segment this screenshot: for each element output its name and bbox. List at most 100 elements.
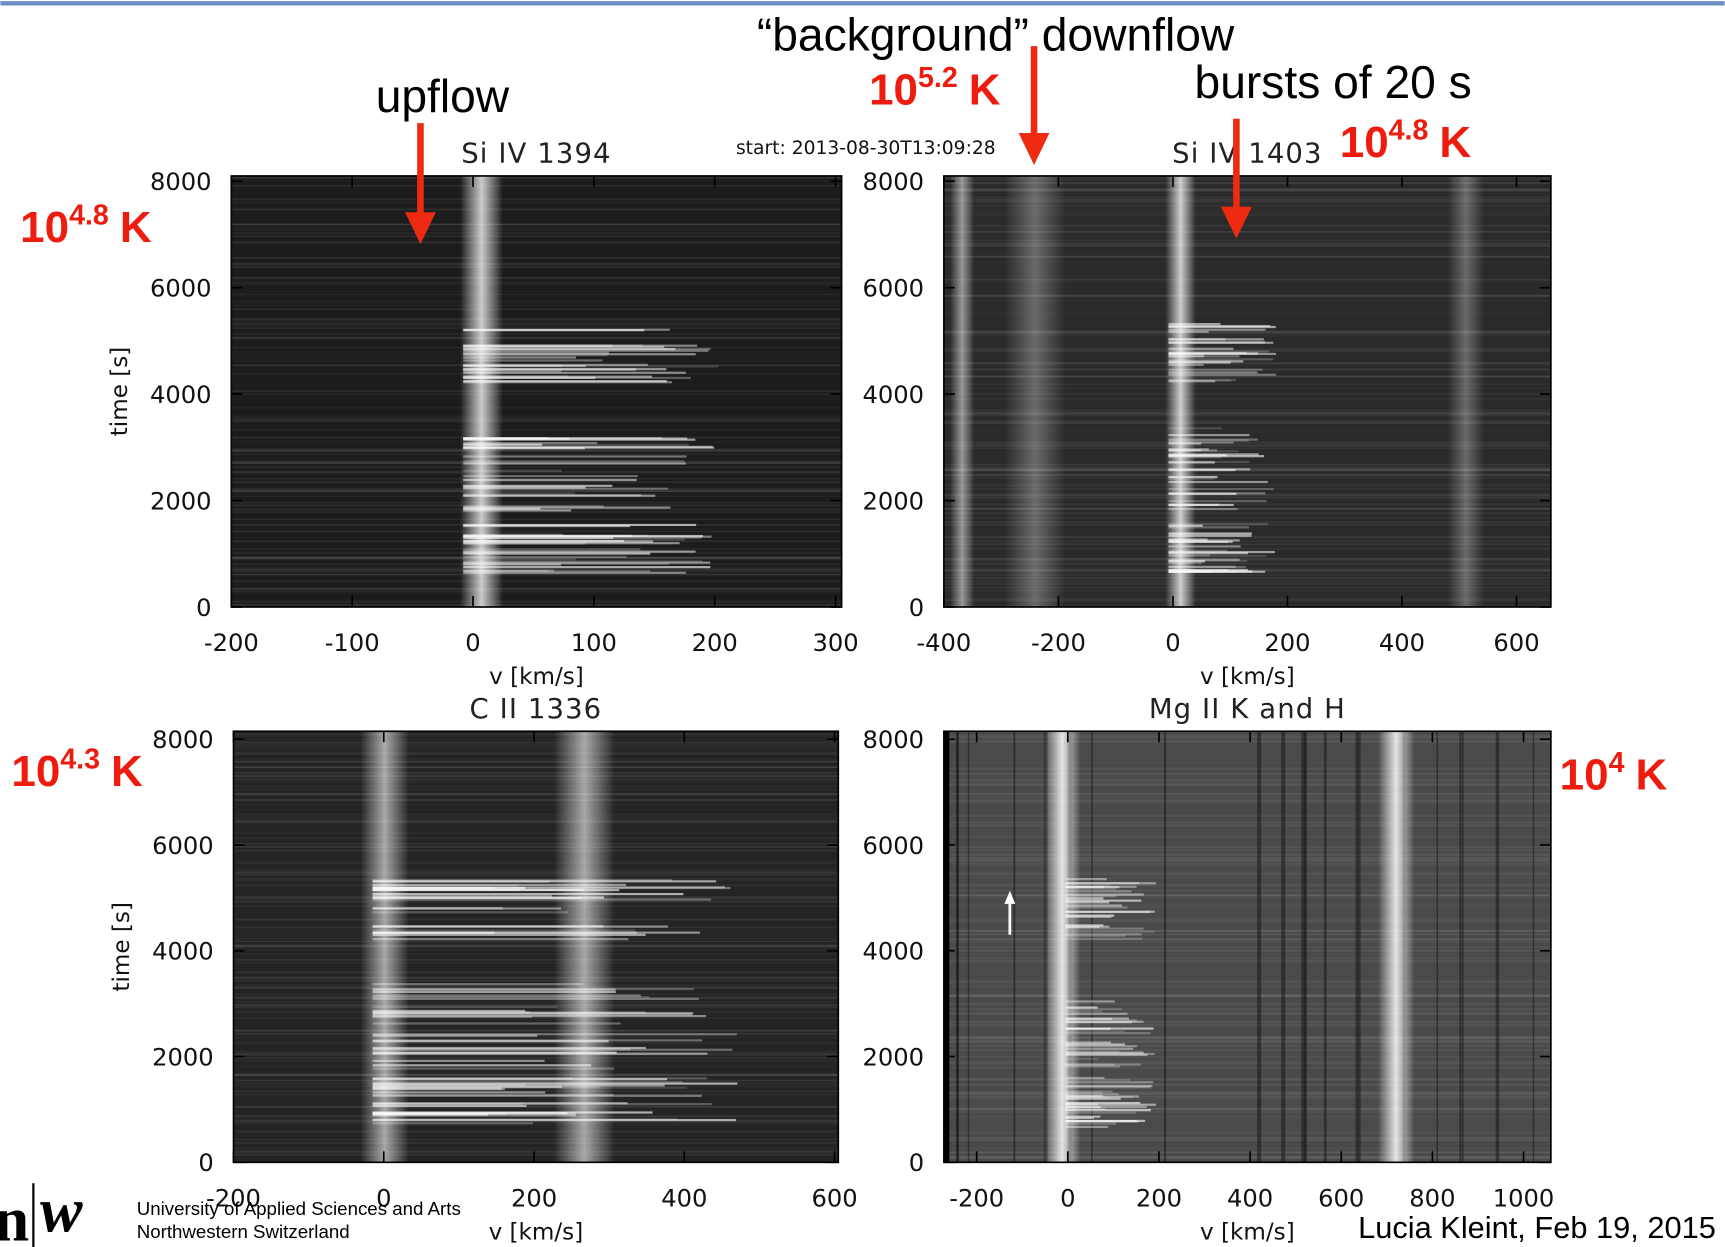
noise-streak (943, 1155, 1551, 1158)
noise-streak (943, 473, 1551, 476)
temperature-exponent: 4.8 (1389, 115, 1429, 147)
emission-band (949, 175, 975, 608)
temperature-base: 10 (1340, 118, 1389, 167)
burst-streak (1168, 449, 1202, 452)
y-axis-label: time [s] (107, 347, 133, 437)
noise-streak (231, 223, 842, 226)
burst-streak (463, 534, 632, 538)
noise-streak (231, 317, 842, 320)
burst-streak (1168, 325, 1276, 329)
burst-streak (463, 494, 656, 497)
temperature-exponent: 4.3 (60, 744, 100, 776)
noise-streak (233, 918, 839, 921)
noise-streak (231, 590, 842, 593)
burst-streak (463, 548, 641, 551)
burst-streak (1168, 532, 1252, 535)
noise-streak (943, 242, 1551, 245)
burst-streak (463, 469, 562, 472)
burst-streak (372, 1046, 646, 1050)
noise-streak (233, 872, 839, 875)
burst-streak (1168, 503, 1234, 507)
institution: University of Applied Sciences and Arts (137, 1198, 461, 1219)
noise-streak (233, 1029, 839, 1032)
burst-streak (1168, 539, 1240, 542)
burst-streak (1065, 1103, 1099, 1106)
burst-streak (1168, 330, 1209, 333)
temperature-exponent: 4.8 (69, 199, 109, 231)
temperature-base: 10 (11, 747, 60, 796)
absorption-line (956, 731, 959, 1163)
burst-streak (1065, 1020, 1142, 1023)
noise-streak (231, 318, 841, 320)
noise-streak (231, 462, 842, 465)
noise-streak (943, 583, 1551, 585)
noise-streak (231, 477, 842, 480)
noise-streak (943, 894, 1551, 896)
burst-streak (372, 1113, 489, 1116)
noise-streak (233, 1057, 839, 1059)
start-label: start: 2013-08-30T13:09:28 (736, 138, 996, 159)
noise-streak (231, 570, 842, 573)
noise-streak (231, 462, 842, 464)
emission-band (1004, 175, 1066, 608)
noise-streak (233, 751, 839, 754)
noise-streak (233, 1042, 839, 1044)
noise-streak (943, 350, 1551, 352)
noise-streak (233, 987, 839, 989)
burst-streak (1065, 915, 1112, 918)
noise-streak (234, 953, 839, 955)
noise-streak (943, 848, 1551, 851)
y-tick-label: 0 (909, 1149, 924, 1177)
noise-streak (943, 330, 1551, 333)
x-tick-label: 1000 (1493, 1184, 1555, 1212)
absorption-line (1532, 731, 1535, 1163)
burst-streak (372, 883, 627, 886)
noise-streak (231, 588, 842, 591)
noise-streak (231, 556, 842, 559)
emission-band (1044, 731, 1081, 1163)
burst-streak (1065, 1041, 1112, 1044)
arrowhead (1220, 206, 1252, 239)
y-tick-label: 2000 (863, 487, 925, 515)
burst-streak (463, 506, 671, 509)
burst-streak (463, 364, 562, 367)
noise-streak (234, 971, 839, 973)
burst-streak (1065, 1097, 1121, 1100)
noise-streak (943, 862, 1551, 865)
temperature-unit: K (969, 65, 1001, 114)
noise-streak (233, 1004, 839, 1006)
noise-streak (234, 803, 839, 805)
burst-streak (372, 1111, 653, 1114)
noise-streak (943, 1002, 1551, 1005)
burst-streak (372, 886, 725, 889)
y-tick-label: 4000 (150, 381, 212, 409)
noise-streak (231, 202, 841, 204)
noise-streak (233, 1106, 839, 1108)
noise-streak (943, 414, 1551, 417)
noise-streak (231, 466, 842, 469)
noise-streak (943, 1066, 1551, 1069)
burst-streak (463, 538, 685, 541)
burst-streak (372, 1078, 668, 1081)
burst-streak (372, 1102, 628, 1105)
noise-streak (943, 521, 1551, 524)
burst-streak (1168, 560, 1206, 563)
noise-streak (943, 930, 1551, 932)
noise-streak (231, 198, 842, 201)
burst-streak (1065, 1111, 1137, 1114)
burst-streak (372, 888, 620, 892)
burst-streak (1168, 461, 1215, 464)
noise-streak (943, 1078, 1551, 1081)
noise-streak (943, 484, 1551, 487)
burst-streak (1168, 427, 1222, 430)
noise-streak (943, 946, 1551, 949)
burst-streak (372, 892, 684, 896)
noise-streak (234, 845, 839, 847)
noise-streak (943, 444, 1551, 447)
burst-streak (463, 356, 576, 359)
burst-streak (1168, 492, 1266, 495)
noise-streak (231, 337, 842, 339)
noise-streak (943, 1091, 1551, 1094)
burst-streak (463, 475, 638, 478)
burst-streak (1065, 884, 1111, 887)
